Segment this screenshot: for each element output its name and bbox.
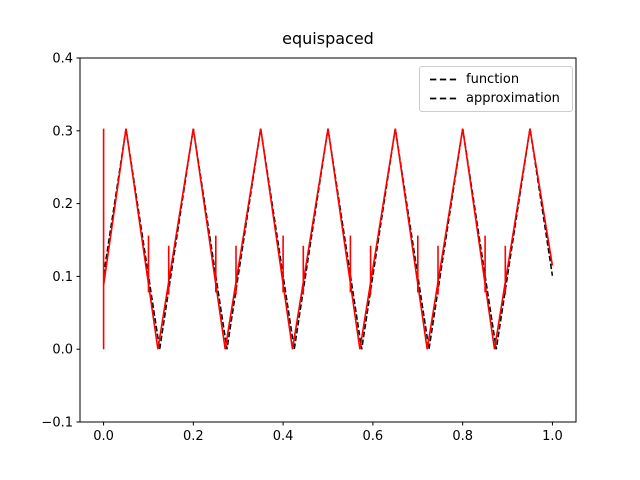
y-tick-label: 0.1 xyxy=(52,270,73,285)
x-tick-label: 0.4 xyxy=(273,429,294,444)
x-tick-label: 0.0 xyxy=(93,429,114,444)
legend-label-function: function xyxy=(466,72,520,87)
dashed-line-icon xyxy=(430,78,457,81)
y-tick-label: 0.4 xyxy=(52,52,73,67)
legend-label-approximation: approximation xyxy=(466,91,560,106)
axes-frame xyxy=(79,57,577,423)
legend-entry-approximation: approximation xyxy=(429,91,566,106)
dashed-line-icon xyxy=(430,97,457,100)
y-tick-label: 0.2 xyxy=(52,197,73,212)
x-tick-label: 0.8 xyxy=(452,429,473,444)
y-tick-label: −0.1 xyxy=(41,416,73,431)
x-tick-label: 0.2 xyxy=(183,429,204,444)
legend: function approximation xyxy=(419,66,573,112)
y-tick-label: 0.3 xyxy=(52,124,73,139)
y-tick-label: 0.0 xyxy=(52,343,73,358)
chart-title: equispaced xyxy=(282,29,374,48)
legend-entry-function: function xyxy=(429,72,566,87)
x-tick-label: 0.6 xyxy=(363,429,384,444)
x-tick-label: 1.0 xyxy=(542,429,563,444)
series-approximation xyxy=(102,128,554,350)
